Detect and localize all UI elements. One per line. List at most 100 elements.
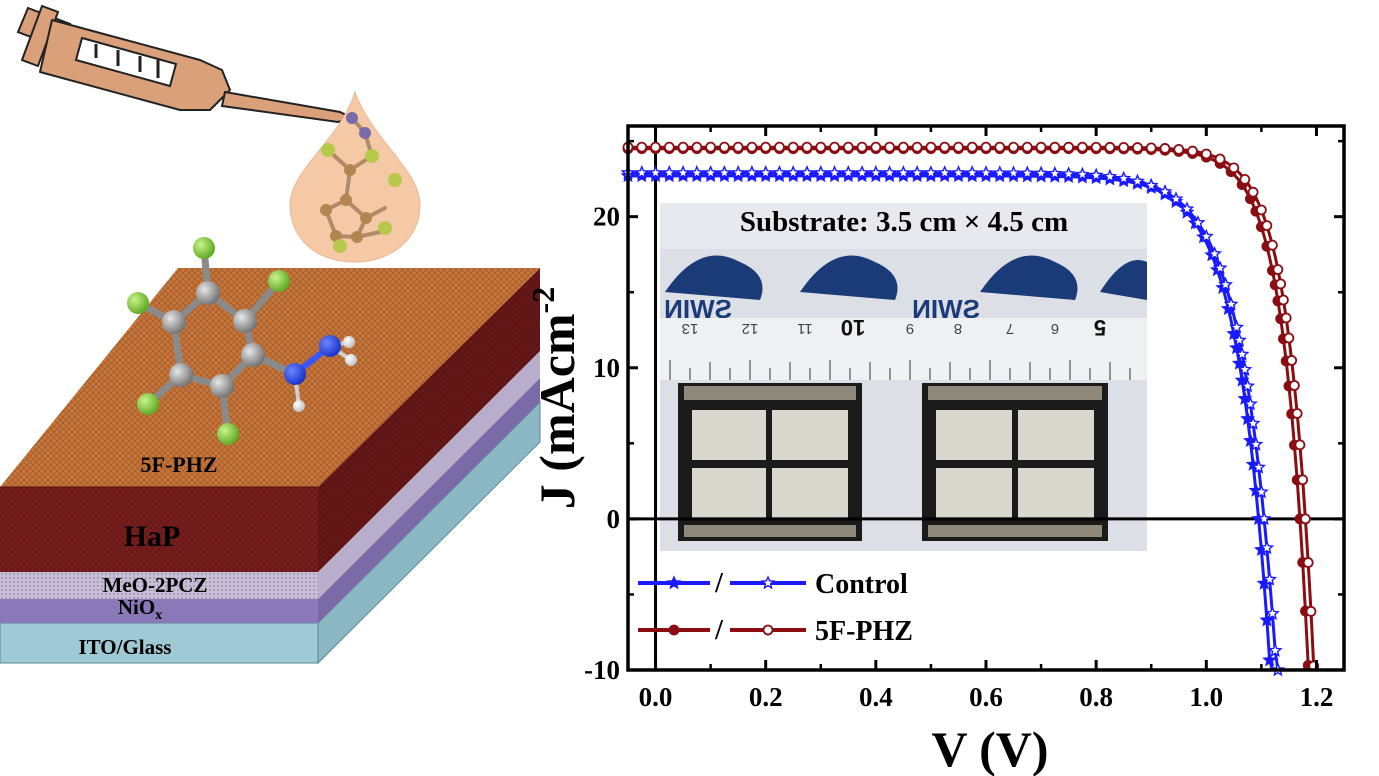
data-point-circle: [718, 141, 730, 153]
data-point-star: [1130, 173, 1145, 188]
data-point-circle: [980, 141, 992, 153]
legend-separator: /: [714, 568, 724, 599]
molecule-5f-phz: [127, 237, 357, 445]
data-point-circle: [1286, 355, 1298, 366]
data-point-star: [1259, 612, 1275, 627]
data-point-star: [1253, 484, 1269, 499]
data-point-star: [1262, 652, 1278, 667]
fluorine-atom: [193, 237, 215, 259]
ruler-number: 5: [1094, 315, 1106, 340]
fluorine-atom: [268, 270, 290, 292]
data-point-star: [1262, 571, 1278, 586]
fluorine-atom: [321, 143, 335, 157]
data-point-circle: [650, 141, 661, 153]
data-point-star: [1179, 201, 1195, 216]
data-point-circle: [994, 141, 1006, 153]
ruler-numbers: 13 12 11 10 9 8 7 6 5: [682, 315, 1106, 340]
data-point-star: [1006, 165, 1021, 180]
data-point-circle: [1278, 294, 1289, 306]
legend-entry-pfz: / 5F-PHZ: [638, 615, 913, 647]
data-point-circle: [691, 141, 703, 153]
data-point-circle: [1187, 145, 1198, 157]
data-point-star: [666, 575, 682, 590]
data-point-star: [909, 165, 925, 180]
data-point-circle: [1104, 141, 1116, 153]
data-point-circle: [1283, 332, 1295, 344]
data-point-star: [1259, 540, 1275, 555]
fluorine-atom: [127, 292, 149, 314]
ruler-number: 7: [1006, 320, 1014, 337]
hydrogen-atom: [293, 400, 305, 412]
data-point-star: [882, 165, 898, 180]
syringe-icon: [16, 4, 355, 124]
substrate-photo: SWIN SWIN 13 12 11: [660, 203, 1147, 551]
data-point-star: [689, 164, 705, 180]
fluorine-atom: [217, 423, 239, 445]
data-point-star: [1212, 260, 1228, 275]
data-point-star: [840, 164, 856, 180]
data-point-circle: [856, 141, 868, 153]
data-point-star: [1143, 177, 1159, 192]
data-point-star: [1242, 396, 1258, 411]
data-point-circle: [677, 141, 689, 153]
x-tick-label: 1.2: [1300, 682, 1334, 712]
ruler-number: 8: [954, 320, 962, 337]
data-point-circle: [1305, 605, 1317, 617]
data-point-star: [1218, 276, 1234, 292]
nitrogen-atom: [359, 127, 371, 139]
data-point-star: [1240, 378, 1256, 393]
nitrogen-atom: [346, 112, 358, 124]
x-tick-label: 1.0: [1189, 682, 1223, 712]
data-point-circle: [774, 141, 785, 153]
data-point-circle: [939, 141, 951, 153]
fluorine-atom: [378, 221, 392, 235]
data-point-star: [1061, 166, 1077, 181]
data-point-star: [951, 165, 966, 180]
meo-layer-right: [318, 351, 540, 599]
data-point-circle: [1173, 143, 1185, 155]
ruler: [660, 318, 1147, 380]
data-point-star: [799, 164, 815, 180]
data-point-star: [1116, 170, 1132, 185]
x-tick-label: 0.8: [1079, 682, 1113, 712]
data-point-circle: [1302, 557, 1314, 568]
data-point-circle: [842, 141, 854, 153]
data-point-star: [648, 164, 663, 180]
data-point-circle: [1247, 186, 1259, 198]
data-point-star: [1264, 605, 1280, 620]
carbon-atom: [344, 164, 356, 176]
data-point-star: [1075, 166, 1090, 181]
data-point-star: [1248, 436, 1264, 451]
data-point-star: [772, 164, 787, 180]
data-point-circle: [911, 141, 923, 153]
data-point-star: [1231, 332, 1247, 347]
data-point-circle: [1214, 153, 1226, 165]
series-control-open: [620, 164, 1286, 677]
data-point-star: [964, 165, 980, 180]
fluorine-atom: [365, 149, 379, 163]
data-point-circle: [1291, 408, 1303, 419]
carbon-atom: [162, 310, 186, 334]
data-point-circle: [663, 141, 675, 153]
y-tick-label: -10: [584, 655, 620, 685]
x-tick-label: 0.6: [969, 682, 1003, 712]
layer-label-meo: MeO-2PCZ: [103, 573, 208, 597]
x-axis-title: V (V): [931, 721, 1048, 776]
data-point-star: [758, 164, 774, 180]
data-point-star: [1207, 246, 1223, 261]
data-point-circle: [897, 141, 909, 153]
data-point-circle: [1261, 220, 1273, 232]
carbon-atom: [340, 194, 352, 206]
data-point-circle: [1049, 141, 1061, 153]
carbon-atom: [196, 281, 220, 305]
data-point-circle: [815, 141, 827, 153]
data-point-circle: [801, 141, 813, 153]
layer-label-hap: HaP: [124, 520, 181, 553]
data-point-circle: [1294, 439, 1306, 451]
substrate-right: [922, 383, 1108, 541]
ruler-number: 9: [906, 320, 914, 337]
data-point-star: [813, 164, 829, 180]
x-tick-label: 0.4: [859, 682, 893, 712]
data-point-circle: [1297, 474, 1309, 486]
